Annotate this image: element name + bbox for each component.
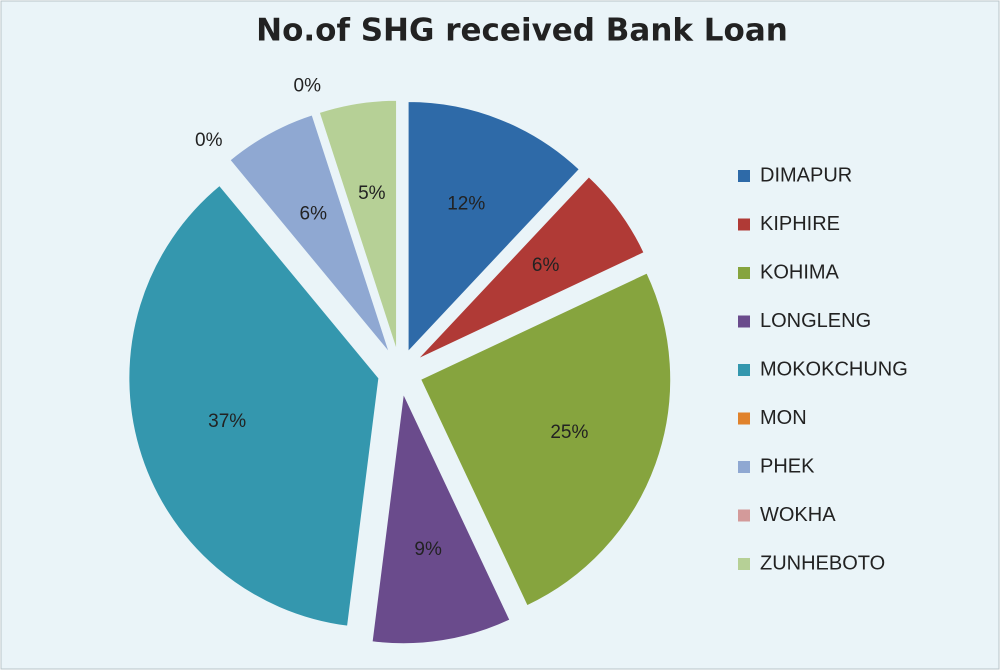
legend-label: ZUNHEBOTO [760,552,885,574]
legend-swatch [738,509,750,522]
legend-swatch [738,558,750,570]
legend-label: LONGLENG [760,310,871,332]
data-label: 5% [358,183,386,204]
legend-label: DIMAPUR [760,164,852,186]
data-label: 9% [414,539,442,560]
pie-slice [128,184,380,627]
data-label: 0% [294,76,322,97]
legend-swatch [738,170,750,182]
pie-slice [417,176,645,360]
legend-swatch [738,412,750,425]
legend-swatch [738,267,750,279]
legend-label: KIPHIRE [760,213,840,235]
data-label: 6% [532,255,560,276]
pie-slice [229,114,390,354]
data-label: 0% [195,130,223,151]
legend-label: MON [760,407,807,429]
legend-swatch [738,218,750,231]
legend-label: PHEK [760,455,815,477]
legend-label: KOHIMA [760,261,840,283]
legend-swatch [738,461,750,473]
legend-label: MOKOKCHUNG [760,358,908,380]
data-label: 37% [208,411,246,432]
pie-slice [420,272,672,607]
legend-swatch [738,364,750,376]
data-label: 12% [447,194,485,215]
chart-title: No.of SHG received Bank Loan [256,13,788,49]
legend-label: WOKHA [760,504,836,526]
legend-swatch [738,315,750,328]
pie-slice [318,99,398,351]
data-label: 25% [550,422,588,443]
pie-slice [371,391,511,645]
data-label: 6% [300,203,328,224]
pie-slice [407,101,580,353]
